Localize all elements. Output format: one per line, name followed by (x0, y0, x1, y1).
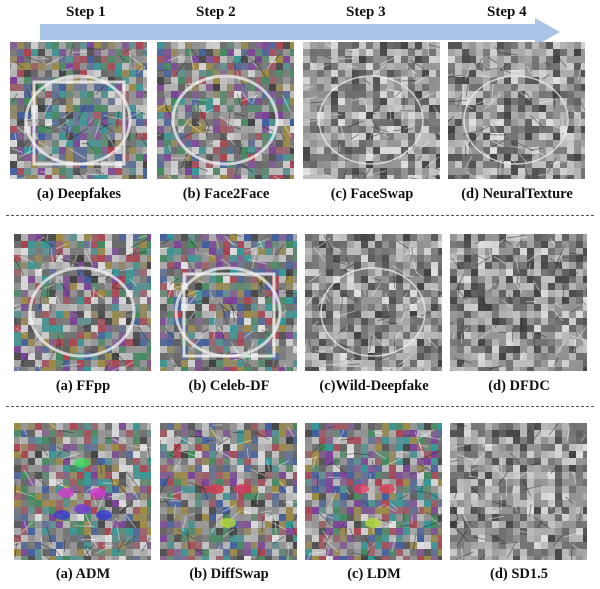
heatmap-celeb-df (160, 234, 297, 371)
heatmap-wild-deepfake (305, 234, 442, 371)
step-label-1: Step 1 (66, 4, 106, 20)
step-arrow (40, 18, 560, 46)
caption-neuraltexture: (d) NeuralTexture (461, 186, 573, 202)
caption-face2face: (b) Face2Face (182, 186, 270, 202)
step-label-3: Step 3 (346, 4, 386, 20)
step-label-2: Step 2 (196, 4, 236, 20)
row-divider-2 (6, 406, 594, 407)
heatmap-deepfakes (10, 42, 147, 179)
heatmap-dfdc (450, 234, 587, 371)
caption-sd15: (d) SD1.5 (489, 566, 548, 582)
row-divider-1 (6, 215, 594, 216)
heatmap-neuraltexture (448, 42, 585, 179)
heatmap-faceswap (303, 42, 440, 179)
caption-wild-deepfake: (c)Wild-Deepfake (319, 378, 429, 394)
caption-ldm: (c) LDM (347, 566, 401, 582)
caption-adm: (a) ADM (55, 566, 111, 582)
heatmap-ldm (305, 423, 442, 560)
step-label-4: Step 4 (487, 4, 527, 20)
caption-diffswap: (b) DiffSwap (189, 566, 269, 582)
heatmap-adm (14, 423, 151, 560)
caption-faceswap: (c) FaceSwap (330, 186, 414, 202)
caption-celeb-df: (b) Celeb-DF (188, 378, 270, 394)
caption-deepfakes: (a) Deepfakes (36, 186, 122, 202)
caption-ffpp: (a) FFpp (55, 378, 111, 394)
heatmap-diffswap (160, 423, 297, 560)
heatmap-ffpp (14, 234, 151, 371)
heatmap-face2face (157, 42, 294, 179)
caption-dfdc: (d) DFDC (488, 378, 550, 394)
heatmap-sd15 (450, 423, 587, 560)
